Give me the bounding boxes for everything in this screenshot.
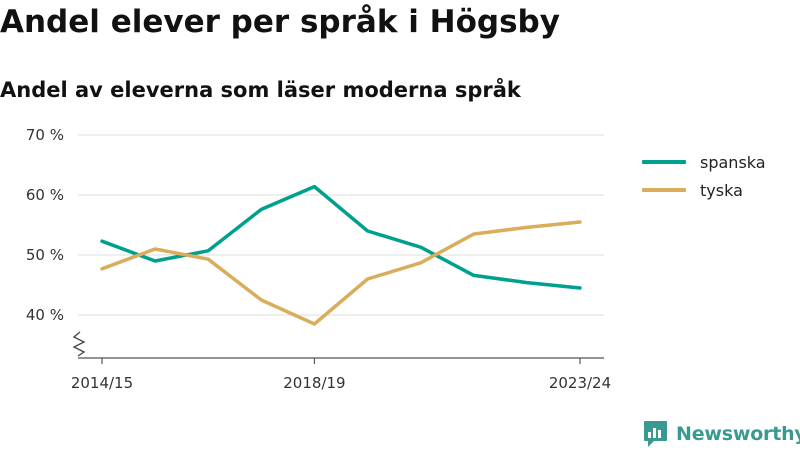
brand-logo: Newsworthy — [643, 420, 800, 448]
x-tick-label-2023-24: 2023/24 — [549, 374, 611, 392]
y-tick-label-40: 40 % — [26, 306, 64, 324]
y-axis-break-icon — [72, 331, 86, 357]
chart-subtitle: Andel av eleverna som läser moderna språ… — [0, 78, 521, 102]
legend: spanska tyska — [642, 148, 766, 204]
y-tick-label-50: 50 % — [26, 246, 64, 264]
x-tick-label-2018-19: 2018/19 — [283, 374, 345, 392]
brand-name: Newsworthy — [676, 423, 800, 445]
legend-label-spanska: spanska — [700, 152, 766, 172]
newsworthy-logo-icon — [644, 421, 667, 447]
legend-item-tyska: tyska — [642, 176, 766, 204]
series-line-tyska — [100, 220, 582, 326]
legend-label-tyska: tyska — [700, 180, 743, 200]
series-line-spanska — [100, 184, 582, 290]
legend-swatch-spanska — [642, 160, 686, 164]
legend-item-spanska: spanska — [642, 148, 766, 176]
y-tick-label-70: 70 % — [26, 126, 64, 144]
legend-swatch-tyska — [642, 188, 686, 192]
x-tick-label-2014-15: 2014/15 — [71, 374, 133, 392]
y-tick-label-60: 60 % — [26, 186, 64, 204]
chart-title: Andel elever per språk i Högsby — [0, 4, 560, 40]
